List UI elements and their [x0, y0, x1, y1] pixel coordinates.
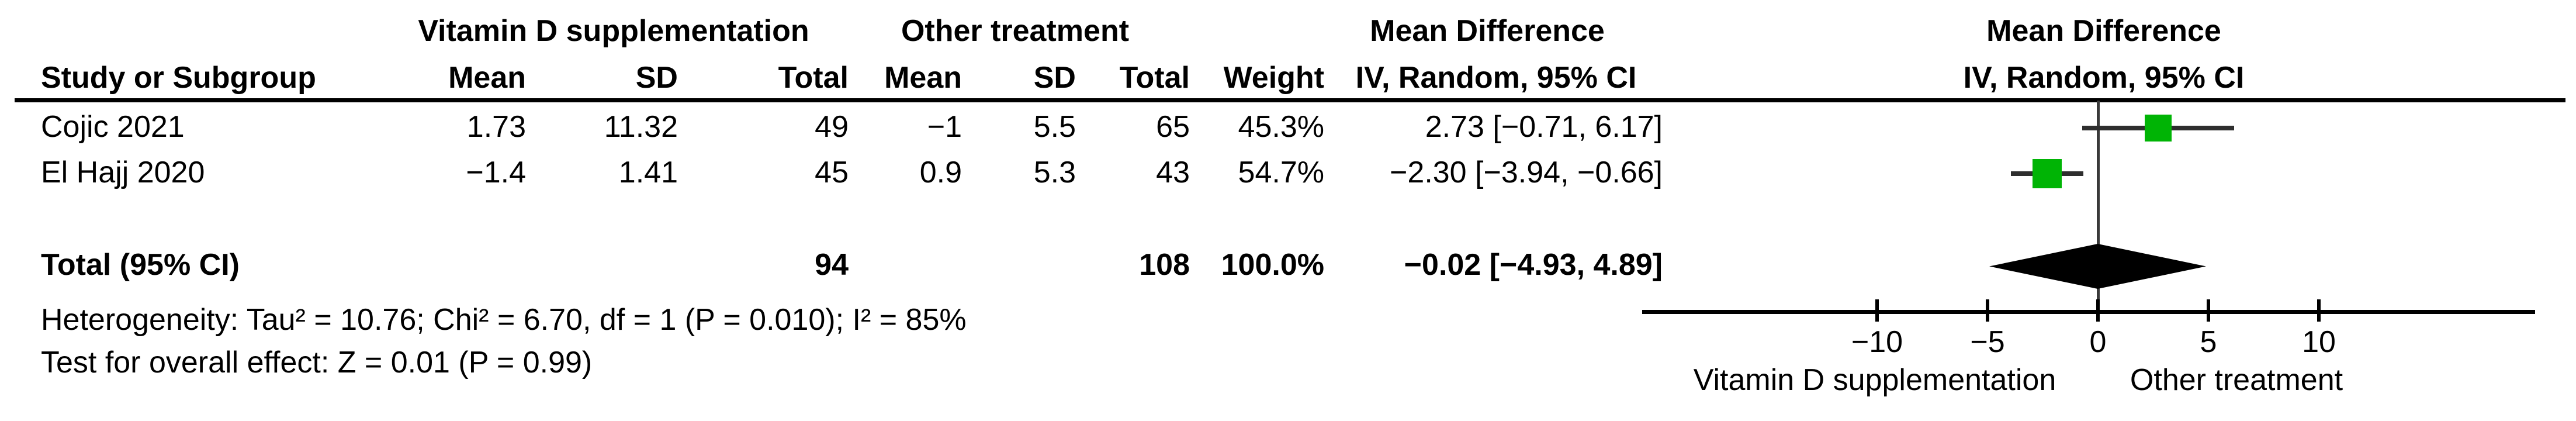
x-axis-tick: [2207, 299, 2210, 322]
x-axis-tick: [2096, 299, 2100, 322]
x-tick-label: −5: [1970, 325, 2005, 359]
axis-label-favours-treatment: Vitamin D supplementation: [1693, 363, 2056, 397]
col-header-sd1: SD: [635, 61, 678, 95]
x-tick-label: 5: [2200, 325, 2217, 359]
heterogeneity-note: Heterogeneity: Tau² = 10.76; Chi² = 6.70…: [41, 303, 967, 337]
col-header-total2: Total: [1119, 61, 1190, 95]
col-header-sd2: SD: [1033, 61, 1076, 95]
header-separator-line: [15, 98, 2565, 102]
x-axis-tick: [2317, 299, 2321, 322]
col-header-study: Study or Subgroup: [41, 61, 316, 95]
mean1-cell: −1.4: [466, 156, 526, 189]
total-row-label: Total (95% CI): [41, 248, 240, 282]
point-marker-el-hajj-2020: [2033, 159, 2062, 188]
sd2-cell: 5.5: [1033, 110, 1076, 144]
mean2-cell: −1: [927, 110, 962, 144]
col-header-mean2: Mean: [884, 61, 962, 95]
total-row-total2: 108: [1139, 248, 1190, 282]
axis-label-favours-control: Other treatment: [2130, 363, 2343, 397]
total-row-total1: 94: [815, 248, 849, 282]
total1-cell: 49: [815, 110, 849, 144]
x-axis-tick: [1986, 299, 1989, 322]
x-tick-label: 0: [2089, 325, 2107, 359]
total1-cell: 45: [815, 156, 849, 189]
study-name: Cojic 2021: [41, 110, 185, 144]
pooled-effect-diamond: [1989, 244, 2206, 289]
x-axis-line: [1642, 310, 2535, 314]
x-tick-label: −10: [1851, 325, 1903, 359]
total-row-ci: −0.02 [−4.93, 4.89]: [1404, 248, 1663, 282]
sd2-cell: 5.3: [1033, 156, 1076, 189]
ci-cell: −2.30 [−3.94, −0.66]: [1390, 156, 1663, 189]
col-header-weight: Weight: [1223, 61, 1324, 95]
group-header-mean-difference-plot: Mean Difference: [1986, 14, 2221, 48]
total-row-weight: 100.0%: [1221, 248, 1324, 282]
mean2-cell: 0.9: [919, 156, 962, 189]
group-header-control: Other treatment: [901, 14, 1130, 48]
col-header-mean1: Mean: [448, 61, 526, 95]
sd1-cell: 11.32: [604, 110, 678, 144]
overall-effect-note: Test for overall effect: Z = 0.01 (P = 0…: [41, 346, 593, 379]
total2-cell: 43: [1156, 156, 1190, 189]
mean1-cell: 1.73: [466, 110, 526, 144]
weight-cell: 54.7%: [1238, 156, 1324, 189]
total2-cell: 65: [1156, 110, 1190, 144]
x-axis-tick: [1875, 299, 1879, 322]
group-header-treatment: Vitamin D supplementation: [418, 14, 809, 48]
col-header-ci-plot: IV, Random, 95% CI: [1963, 61, 2245, 95]
zero-line: [2097, 101, 2100, 312]
study-name: El Hajj 2020: [41, 156, 205, 189]
col-header-ci-text: IV, Random, 95% CI: [1355, 61, 1637, 95]
group-header-mean-difference-text: Mean Difference: [1370, 14, 1605, 48]
sd1-cell: 1.41: [618, 156, 678, 189]
point-marker-cojic-2021: [2145, 115, 2172, 142]
x-tick-label: 10: [2302, 325, 2336, 359]
weight-cell: 45.3%: [1238, 110, 1324, 144]
ci-cell: 2.73 [−0.71, 6.17]: [1425, 110, 1663, 144]
col-header-total1: Total: [778, 61, 849, 95]
